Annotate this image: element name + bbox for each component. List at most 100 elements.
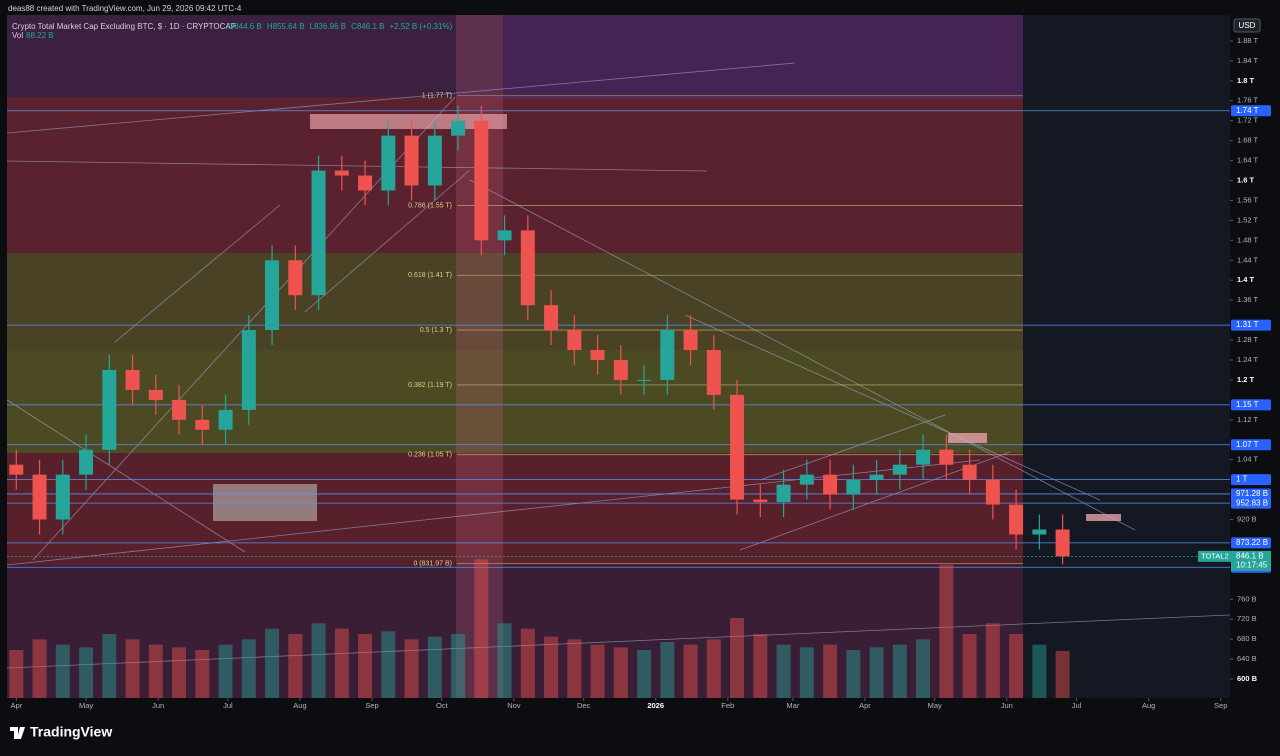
volume-bar: [799, 647, 814, 698]
volume-bar: [660, 642, 675, 698]
candle-body: [637, 379, 652, 381]
candle-body: [125, 369, 140, 390]
candle-body: [497, 230, 512, 241]
candle-body: [776, 484, 791, 503]
volume-bar: [381, 631, 396, 698]
volume-bar: [32, 639, 47, 698]
y-tick-label: 1.6 T: [1237, 175, 1255, 184]
volume-bar: [358, 634, 373, 698]
candle-body: [79, 449, 94, 475]
last-price-symbol-box: [1198, 550, 1231, 562]
volume-bar: [334, 628, 349, 698]
y-tick-label: 600 B: [1237, 674, 1258, 683]
price-tag: [1231, 319, 1271, 331]
candle-body: [195, 419, 210, 430]
candle-body: [985, 479, 1000, 505]
x-tick-label: Jun: [1001, 701, 1013, 710]
price-tag-label: 1.31 T: [1236, 320, 1259, 329]
volume-bar: [1032, 644, 1047, 698]
volume-bar: [79, 647, 94, 698]
y-tick-label: 1.76 T: [1237, 96, 1259, 105]
candle-body: [148, 389, 163, 400]
candle-body: [218, 409, 233, 430]
candle-body: [869, 474, 884, 480]
volume-bar: [869, 647, 884, 698]
y-tick-label: 1.88 T: [1237, 36, 1259, 45]
candle-body: [1055, 529, 1070, 557]
fib-label: 0.382 (1.19 T): [408, 382, 452, 389]
y-tick-label: 1.44 T: [1237, 255, 1259, 264]
y-tick-label: 1.4 T: [1237, 275, 1255, 284]
y-tick-label: 1.2 T: [1237, 375, 1255, 384]
candle-body: [916, 449, 931, 465]
volume-bar: [637, 650, 652, 698]
volume-bar: [451, 634, 466, 698]
volume-bar: [846, 650, 861, 698]
volume-bar: [404, 639, 419, 698]
x-tick-label: May: [928, 701, 942, 710]
x-tick-label: Feb: [721, 701, 734, 710]
x-tick-label: Jul: [223, 701, 233, 710]
candle-body: [846, 479, 861, 495]
volume-bar: [218, 644, 233, 698]
y-tick-label: 720 B: [1237, 614, 1257, 623]
x-tick-label: Jul: [1072, 701, 1082, 710]
price-axis: [1232, 0, 1280, 715]
candle-body: [288, 260, 303, 296]
candle-body: [520, 230, 535, 306]
vol-value: 88.22 B: [26, 31, 54, 40]
candle-body: [427, 135, 442, 186]
volume-bar: [730, 618, 745, 698]
x-tick-label: Sep: [1214, 701, 1227, 710]
volume-bar: [1009, 634, 1024, 698]
ohlc-change: +2.52 B (+0.31%): [389, 22, 452, 31]
price-tag-label: 1.07 T: [1236, 440, 1259, 449]
candle-body: [799, 474, 814, 485]
y-tick-label: 1.68 T: [1237, 136, 1259, 145]
candle-body: [265, 260, 280, 331]
y-tick-label: 1.12 T: [1237, 415, 1259, 424]
volume-bar: [102, 634, 117, 698]
price-tag: [1231, 399, 1271, 411]
candle-body: [32, 474, 47, 520]
price-tag-label: 952.83 B: [1236, 498, 1268, 507]
ohlc-close: C846.1 B: [351, 22, 384, 31]
volume-bar: [823, 644, 838, 698]
zone: [7, 15, 1023, 97]
fib-label: 1 (1.77 T): [422, 93, 452, 100]
volume-bar: [241, 639, 256, 698]
candle-body: [404, 135, 419, 186]
x-tick-label: Mar: [786, 701, 799, 710]
y-tick-label: 1.36 T: [1237, 295, 1259, 304]
zone: [7, 253, 1023, 350]
volume-bar: [125, 639, 140, 698]
currency-box: [1233, 18, 1261, 33]
box: [948, 433, 987, 443]
price-tag: [1231, 488, 1271, 500]
last-price-symbol: TOTAL2: [1201, 551, 1229, 560]
x-tick-label: Aug: [1142, 701, 1155, 710]
candle-body: [358, 175, 373, 191]
candle-body: [102, 369, 117, 450]
symbol: Crypto Total Market Cap Excluding BTC, $…: [12, 22, 236, 31]
fib-label: 0.236 (1.05 T): [408, 452, 452, 459]
last-price-label: 846.1 B: [1236, 551, 1264, 560]
candle-body: [544, 305, 559, 331]
x-tick-label: Apr: [859, 701, 871, 710]
volume-bar: [985, 623, 1000, 698]
price-tag-label: 1 T: [1236, 475, 1248, 484]
price-tag: [1231, 497, 1271, 509]
price-tag-label: 1.15 T: [1236, 400, 1259, 409]
credit: deas88 created with TradingView.com, Jun…: [8, 4, 242, 13]
candle-body: [660, 330, 675, 380]
footer-bar: [0, 715, 1280, 751]
candle-body: [474, 120, 489, 241]
volume-bar: [148, 644, 163, 698]
x-tick-label: Aug: [293, 701, 306, 710]
candle-body: [1032, 529, 1047, 535]
candle-body: [753, 499, 768, 503]
fib-label: 0.5 (1.3 T): [420, 327, 452, 334]
candle-body: [962, 464, 977, 480]
